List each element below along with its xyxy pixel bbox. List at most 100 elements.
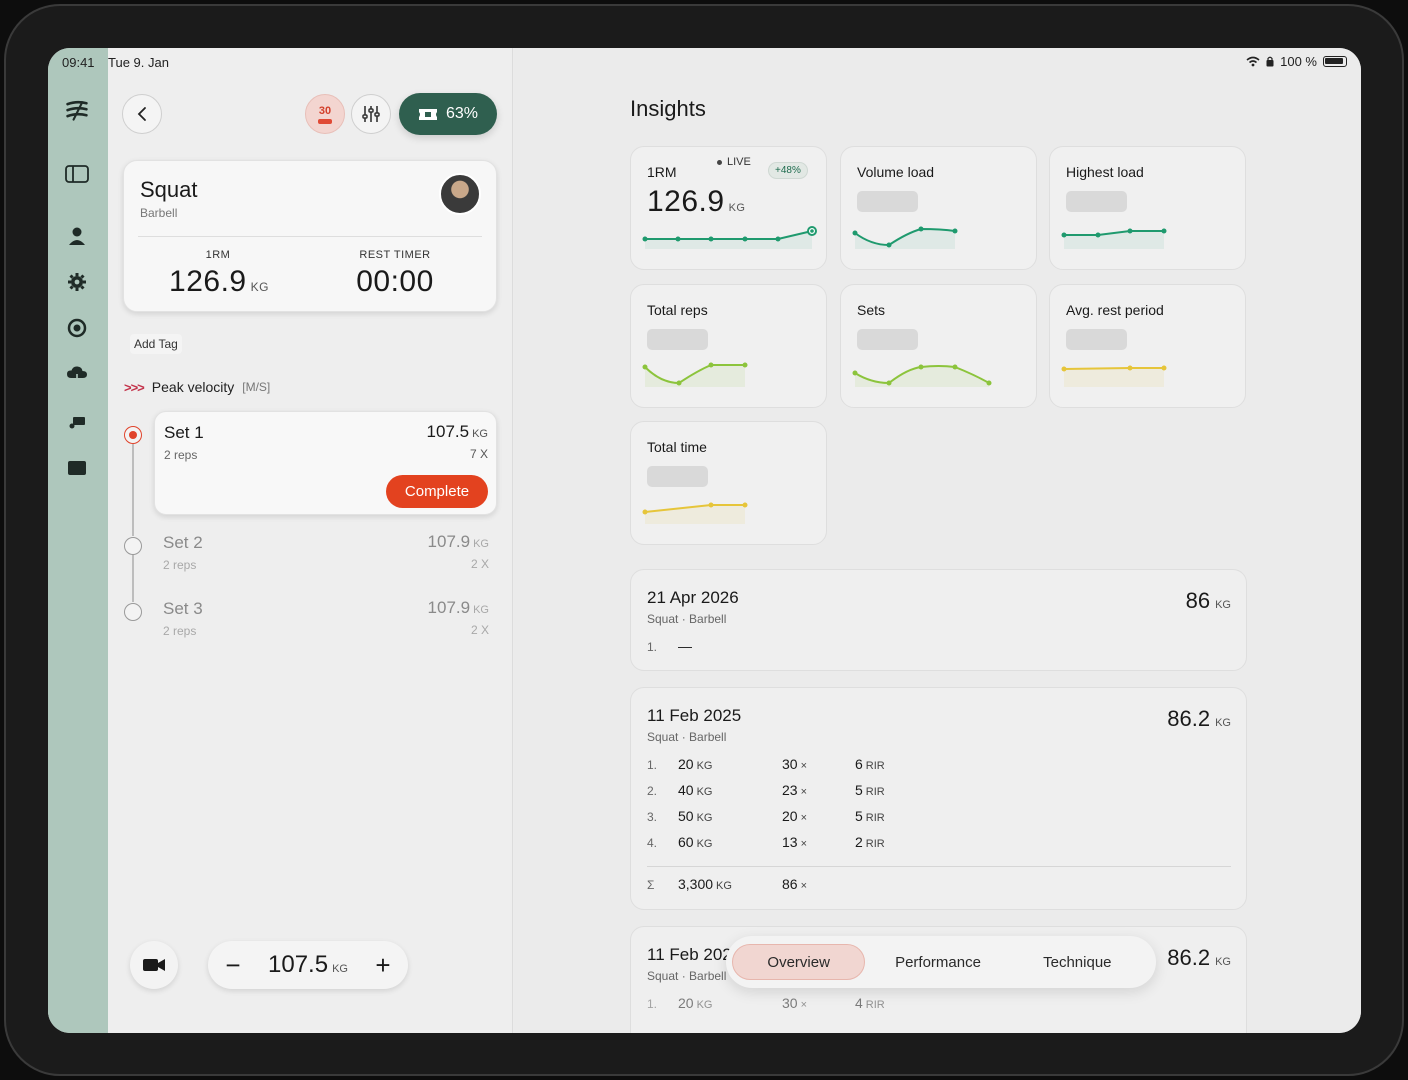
metric-card-volume-load[interactable]: Volume load — [840, 146, 1037, 270]
metric-card-1rm[interactable]: 1RM LIVE +48% 126.9 KG — [630, 146, 827, 270]
set-name: Set 2 — [163, 533, 203, 552]
app-screen: 09:41 Tue 9. Jan 100 % — [48, 48, 1361, 1033]
row-rir-value: 4 — [855, 995, 863, 1011]
history-card[interactable]: 11 Feb 2025 Squat · Barbell 86.2 KG 1. 20… — [630, 687, 1247, 910]
logo-icon[interactable] — [65, 99, 89, 123]
set-multiplier: 2 X — [470, 623, 489, 637]
status-right: 100 % — [1246, 54, 1347, 69]
peak-velocity-unit: [M/S] — [242, 380, 271, 394]
battery-percent: 100 % — [1280, 54, 1317, 69]
row-weight-value: 50 — [678, 808, 694, 824]
metric-card-avg-rest-period[interactable]: Avg. rest period — [1049, 284, 1246, 408]
tab-technique[interactable]: Technique — [1043, 953, 1112, 971]
history-total-value: 86 — [1185, 588, 1211, 613]
metric-card-total-reps[interactable]: Total reps — [630, 284, 827, 408]
row-rir-unit: RIR — [865, 812, 885, 824]
row-index: 2. — [647, 784, 658, 798]
complete-set-button[interactable]: Complete — [386, 475, 488, 508]
metric-value-placeholder — [1066, 329, 1127, 350]
equipment-icon[interactable] — [65, 410, 89, 434]
history-row: 3. 50 KG 20 × 5 RIR — [647, 808, 947, 828]
weight-stepper: − 107.5 KG + — [208, 941, 408, 989]
screen-icon[interactable] — [65, 456, 89, 480]
status-bar: 09:41 Tue 9. Jan 100 % — [48, 48, 1361, 76]
history-divider — [647, 866, 1231, 867]
row-reps: 23 × — [782, 782, 807, 798]
rest-timer-value: 00:00 — [356, 265, 434, 298]
row-reps-value: 30 — [782, 756, 798, 772]
decrement-button[interactable]: − — [225, 950, 241, 980]
row-rir: 6 RIR — [855, 756, 885, 772]
card-divider — [138, 236, 482, 237]
history-total-unit: KG — [1215, 717, 1231, 729]
row-index: 1. — [647, 640, 658, 654]
metric-value-placeholder — [1066, 191, 1127, 212]
row-reps: 30 × — [782, 756, 807, 772]
set-weight: 107.9 KG — [428, 598, 489, 618]
adjust-button[interactable] — [351, 94, 391, 134]
history-card[interactable]: 21 Apr 2026 Squat · Barbell 86 KG 1. — — [630, 569, 1247, 671]
row-rir: 4 RIR — [855, 995, 885, 1011]
row-weight: — — [678, 638, 692, 654]
set-name: Set 3 — [163, 599, 203, 618]
live-indicator: LIVE — [717, 156, 751, 168]
metric-card-total-time[interactable]: Total time — [630, 421, 827, 545]
metric-value-placeholder — [857, 329, 918, 350]
history-total-value: 86.2 — [1167, 945, 1211, 970]
row-rir-unit: RIR — [865, 760, 885, 772]
stepper-value[interactable]: 107.5 KG — [268, 951, 348, 979]
metric-value-placeholder — [647, 466, 708, 487]
rest-timer-badge[interactable]: 30 — [305, 94, 345, 134]
history-date: 11 Feb 2025 — [647, 706, 742, 725]
set-reps: 2 reps — [163, 558, 197, 572]
exercise-card[interactable]: Squat Barbell 1RM 126.9 KG REST TIMER 00:… — [123, 160, 497, 312]
exercise-equipment: Barbell — [140, 206, 178, 220]
record-video-button[interactable] — [130, 941, 178, 989]
live-label: LIVE — [727, 156, 751, 168]
tab-performance[interactable]: Performance — [895, 953, 981, 971]
row-rir-value: 5 — [855, 782, 863, 798]
sum-icon: Σ — [647, 878, 655, 892]
row-weight-value: 20 — [678, 995, 694, 1011]
metric-card-highest-load[interactable]: Highest load — [1049, 146, 1246, 270]
history-subtitle: Squat · Barbell — [647, 969, 727, 983]
set-2-radio[interactable] — [124, 537, 142, 555]
set-card-2[interactable]: Set 2 2 reps 107.9 KG 2 X — [154, 522, 497, 580]
row-weight-unit: KG — [696, 812, 713, 824]
row-rir: 2 RIR — [855, 834, 885, 850]
set-3-radio[interactable] — [124, 603, 142, 621]
sparkline — [852, 364, 992, 387]
sliders-icon — [362, 106, 380, 122]
insights-title: Insights — [630, 96, 706, 121]
set-1-radio[interactable] — [124, 426, 142, 444]
sync-icon[interactable] — [65, 316, 89, 340]
settings-gear-icon[interactable] — [65, 270, 89, 294]
row-reps-value: 13 — [782, 834, 798, 850]
row-reps-unit: × — [800, 812, 808, 824]
row-rir-unit: RIR — [865, 786, 885, 798]
set-card-3[interactable]: Set 3 2 reps 107.9 KG 2 X — [154, 588, 497, 646]
add-tag-button[interactable]: Add Tag — [130, 334, 182, 354]
history-date: 11 Feb 2025 — [647, 945, 742, 964]
history-subtitle: Squat · Barbell — [647, 612, 727, 626]
metric-label: Avg. rest period — [1066, 302, 1164, 318]
tab-overview[interactable]: Overview — [732, 944, 866, 980]
row-reps-unit: × — [800, 786, 808, 798]
session-progress-button[interactable]: 63% — [399, 93, 497, 135]
avatar[interactable] — [439, 173, 481, 215]
set-card-1[interactable]: Set 1 2 reps 107.5 KG 7 X Complete — [154, 411, 497, 515]
sum-reps-unit: × — [800, 880, 808, 892]
profile-icon[interactable] — [65, 224, 89, 248]
metric-card-sets[interactable]: Sets — [840, 284, 1037, 408]
cloud-download-icon[interactable] — [65, 362, 89, 386]
timeline-connector — [132, 554, 134, 602]
back-button[interactable] — [122, 94, 162, 134]
row-reps: 30 × — [782, 995, 807, 1011]
row-reps: 20 × — [782, 808, 807, 824]
metric-value-placeholder — [647, 329, 708, 350]
metric-value-placeholder — [857, 191, 918, 212]
row-weight: 20 KG — [678, 756, 712, 772]
history-row: 4. 60 KG 13 × 2 RIR — [647, 834, 947, 854]
increment-button[interactable]: + — [375, 950, 391, 980]
sidebar-toggle-icon[interactable] — [65, 162, 89, 186]
